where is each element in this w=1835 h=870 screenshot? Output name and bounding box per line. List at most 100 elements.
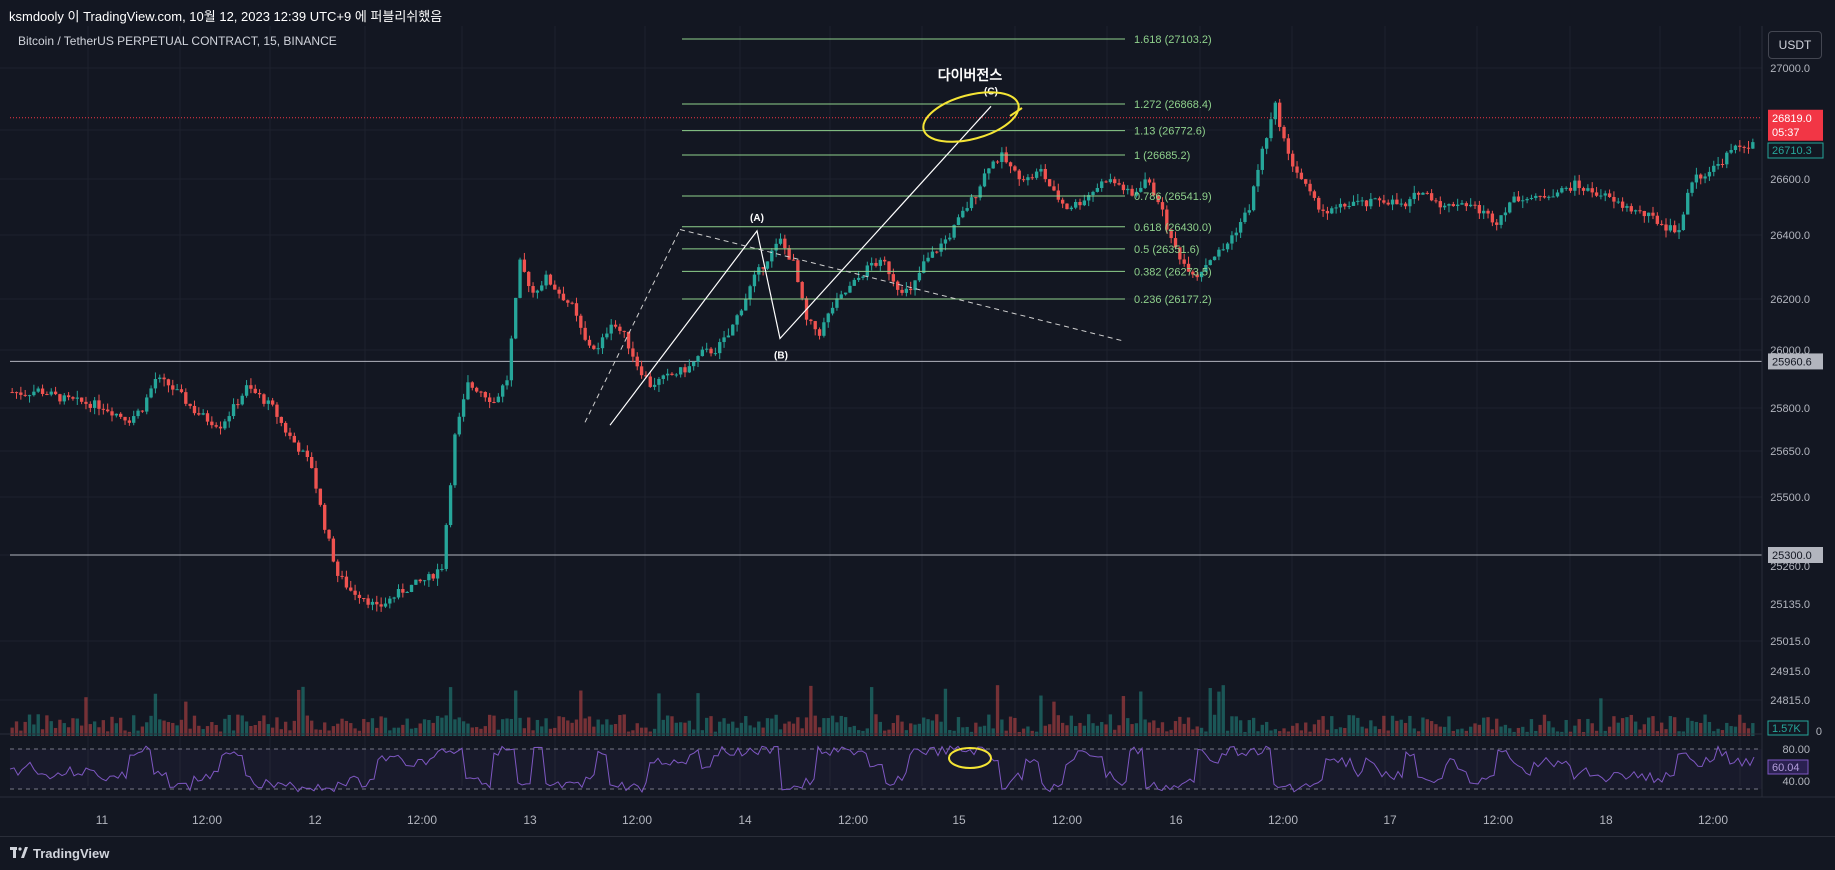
volume-bar: [696, 693, 700, 736]
volume-bar: [318, 729, 323, 736]
candle-body: [62, 395, 66, 402]
volume-bar: [323, 722, 327, 736]
volume-bar: [796, 717, 800, 736]
time-tick-label: 15: [952, 813, 966, 827]
volume-bar: [1542, 714, 1547, 736]
candle-body: [1516, 196, 1521, 202]
volume-bar: [922, 717, 926, 736]
candle-body: [774, 243, 778, 251]
candle-body: [939, 243, 943, 252]
candlestick-chart[interactable]: 25960.6 25300.0 1.618 (27103.2) 1.272 (2686…: [0, 26, 1835, 834]
candle-body: [926, 257, 930, 262]
rsi-pane: [9, 745, 1762, 794]
candle-body: [514, 297, 518, 339]
volume-bar: [88, 724, 92, 736]
volume-tick-label: 0: [1816, 726, 1822, 738]
volume-bar: [1060, 722, 1065, 736]
candle-body: [609, 324, 613, 334]
candle-body: [809, 319, 813, 322]
candle-body: [952, 225, 956, 238]
candle-body: [1091, 191, 1095, 196]
volume-bar: [1469, 726, 1473, 736]
candle-body: [991, 161, 995, 169]
volume-bar: [1230, 716, 1234, 736]
volume-bar: [804, 717, 809, 736]
volume-bar: [1225, 730, 1230, 736]
price-tick-label: 25800.0: [1770, 403, 1810, 415]
candle-body: [1486, 210, 1490, 214]
candle-body: [119, 413, 123, 417]
volume-bar: [1599, 698, 1603, 736]
candle-body: [1382, 200, 1386, 203]
candle-body: [1069, 207, 1073, 210]
volume-bar: [1720, 730, 1725, 736]
volume-bar: [149, 715, 153, 736]
candle-body: [405, 591, 409, 593]
candle-body: [917, 272, 922, 281]
candle-body: [210, 421, 214, 426]
candle-body: [487, 397, 492, 403]
volume-bar: [531, 730, 535, 736]
volume-bar: [1412, 728, 1416, 736]
volume-bar: [110, 716, 114, 736]
volume-bar: [349, 723, 353, 736]
volume-bar: [744, 716, 748, 736]
volume-bar: [501, 719, 505, 736]
candle-body: [1677, 230, 1681, 233]
candle-body: [1447, 204, 1451, 206]
candle-body: [1165, 209, 1169, 230]
tradingview-logo-icon[interactable]: [10, 847, 28, 859]
volume-bar: [453, 719, 457, 736]
volume-bar: [869, 687, 874, 736]
volume-bar: [405, 718, 409, 736]
volume-bar: [205, 726, 210, 736]
candle-body: [175, 389, 179, 391]
rsi-tick-label: 80.00: [1782, 744, 1810, 756]
candle-body: [1460, 203, 1464, 205]
candle-body: [349, 587, 353, 591]
volume-bar: [848, 727, 852, 736]
volume-bar: [210, 722, 214, 736]
volume-bar: [474, 727, 479, 736]
volume-bar: [1317, 719, 1321, 736]
candle-body: [40, 388, 45, 394]
candle-body: [1095, 188, 1100, 192]
volume-bar: [1421, 717, 1425, 736]
volume-bar: [1147, 722, 1152, 736]
volume-bar: [1178, 716, 1182, 736]
volume-bar: [266, 724, 270, 736]
volume-bar: [362, 718, 366, 736]
candle-body: [1482, 210, 1486, 214]
candle-body: [1620, 201, 1625, 208]
currency-button[interactable]: USDT: [1768, 31, 1822, 59]
candle-body: [84, 401, 88, 404]
volume-bar: [1043, 725, 1047, 736]
volume-bar: [1047, 724, 1052, 736]
tradingview-brand[interactable]: TradingView: [33, 846, 110, 861]
candle-body: [622, 330, 626, 332]
candle-body: [1312, 191, 1317, 198]
candle-body: [1238, 222, 1243, 233]
volume-bar: [1091, 723, 1095, 736]
candle-body: [570, 302, 574, 304]
candle-body: [1204, 265, 1208, 272]
volume-bar: [1056, 715, 1060, 736]
volume-bar: [1004, 730, 1008, 736]
volume-bar: [687, 720, 692, 736]
volume-bar: [1590, 723, 1594, 736]
volume-bar: [1351, 715, 1356, 736]
volume-bar: [991, 728, 995, 736]
volume-bar: [140, 726, 145, 736]
candle-body: [791, 259, 796, 261]
volume-bar: [23, 721, 27, 736]
volume-bar: [1434, 724, 1438, 736]
volume-bar: [1673, 717, 1677, 736]
candle-body: [613, 324, 618, 327]
volume-bar: [613, 723, 618, 736]
candle-body: [1633, 210, 1638, 212]
candle-body: [1603, 193, 1607, 196]
candle-body: [635, 356, 639, 367]
volume-bar: [1503, 724, 1508, 736]
volume-bar: [1620, 718, 1625, 736]
candle-body: [700, 349, 705, 357]
